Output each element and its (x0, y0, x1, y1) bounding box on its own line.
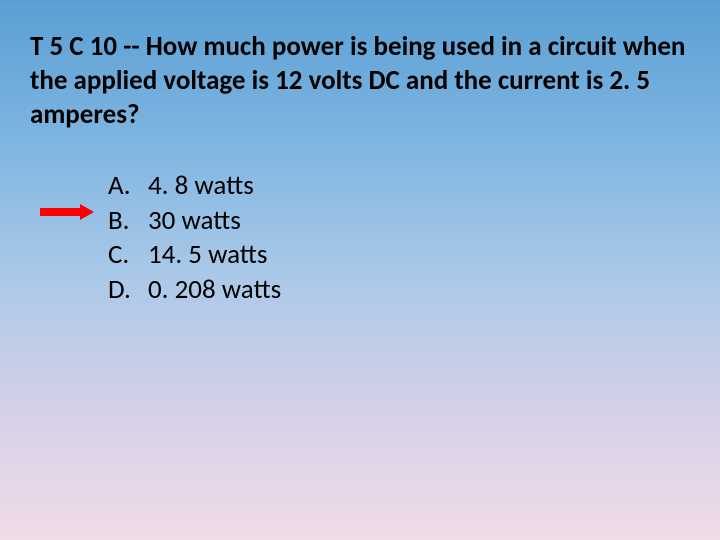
slide: T 5 C 10 -- How much power is being used… (0, 0, 720, 540)
option-letter: C. (108, 238, 142, 273)
option-letter: D. (108, 273, 142, 308)
option-text: 0. 208 watts (142, 273, 281, 308)
option-text: 14. 5 watts (142, 238, 267, 273)
answer-arrow-icon (40, 205, 94, 219)
option-row: A. 4. 8 watts (108, 169, 281, 204)
option-text: 4. 8 watts (142, 169, 254, 204)
option-letter: A. (108, 169, 142, 204)
option-row: C. 14. 5 watts (108, 238, 281, 273)
question-text: T 5 C 10 -- How much power is being used… (30, 30, 690, 131)
option-text: 30 watts (142, 204, 241, 239)
option-row: D. 0. 208 watts (108, 273, 281, 308)
options-wrap: A. 4. 8 watts B. 30 watts C. 14. 5 watts… (30, 169, 690, 307)
options-list: A. 4. 8 watts B. 30 watts C. 14. 5 watts… (108, 169, 281, 307)
arrow-column (40, 169, 108, 219)
option-letter: B. (108, 204, 142, 239)
option-row: B. 30 watts (108, 204, 281, 239)
